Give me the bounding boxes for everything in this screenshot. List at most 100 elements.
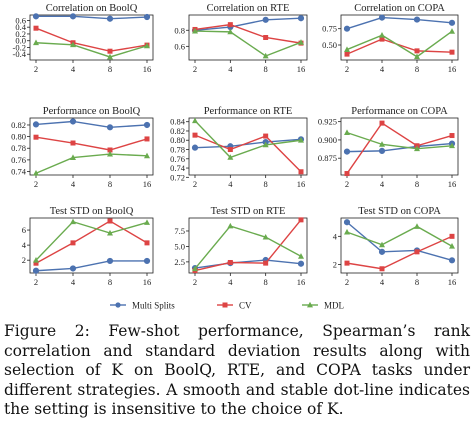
test-std-on-boolq-mdl-line bbox=[35, 220, 148, 261]
test-std-on-copa-mdl-point bbox=[414, 223, 420, 229]
correlation-on-copa-xtick-label: 8 bbox=[415, 64, 419, 74]
correlation-on-rte-cv-point bbox=[263, 35, 269, 40]
legend-cv-marker bbox=[222, 302, 228, 308]
correlation-on-boolq-ytick-label: 0.4 bbox=[15, 22, 26, 32]
performance-on-boolq-xtick-label: 4 bbox=[71, 179, 76, 189]
performance-on-rte-mdl-point bbox=[192, 117, 198, 124]
test-std-on-rte-multi-splits-point bbox=[297, 260, 305, 267]
correlation-on-copa-multi-splits-point bbox=[413, 16, 421, 23]
figure-grid: Correlation on BoolQ-0.4-0.20.00.20.40.6… bbox=[11, 3, 459, 311]
test-std-on-copa-title: Test STD on COPA bbox=[358, 206, 441, 217]
correlation-on-boolq-multi-splits-point bbox=[106, 15, 114, 22]
test-std-on-copa-mdl-point bbox=[449, 243, 455, 249]
performance-on-boolq-cv-point bbox=[144, 136, 150, 142]
test-std-on-copa-xtick-label: 8 bbox=[415, 277, 419, 287]
test-std-on-copa-mdl-point bbox=[379, 241, 385, 248]
performance-on-rte-cv-point bbox=[227, 147, 233, 153]
performance-on-rte-title: Performance on RTE bbox=[204, 106, 293, 117]
legend-multi-splits-marker bbox=[115, 302, 121, 308]
correlation-on-rte-xtick-label: 16 bbox=[297, 64, 306, 74]
performance-on-boolq-mdl-point bbox=[33, 170, 39, 176]
performance-on-copa-cv-point bbox=[449, 133, 455, 139]
performance-on-boolq-cv-point bbox=[70, 140, 76, 146]
correlation-on-rte-mdl-line bbox=[194, 30, 302, 57]
correlation-on-boolq-ytick-label: 0.0 bbox=[15, 36, 26, 46]
test-std-on-boolq-cv-point bbox=[107, 218, 113, 224]
performance-on-boolq-multi-splits-point bbox=[106, 124, 114, 131]
test-std-on-boolq-mdl-point bbox=[33, 256, 39, 263]
performance-on-rte-ytick-label: 0.72 bbox=[170, 172, 185, 182]
correlation-on-boolq-mdl-point bbox=[107, 53, 113, 60]
correlation-on-copa-ytick-label: 0.50 bbox=[322, 40, 337, 50]
correlation-on-boolq-xtick-label: 8 bbox=[108, 64, 112, 74]
test-std-on-rte-cv-point bbox=[227, 259, 233, 265]
test-std-on-boolq-multi-splits-line bbox=[35, 260, 147, 272]
test-std-on-rte-mdl-point bbox=[262, 233, 269, 240]
performance-on-copa-title: Performance on COPA bbox=[351, 106, 448, 117]
correlation-on-copa-cv-line bbox=[346, 38, 453, 55]
performance-on-boolq-mdl-point bbox=[144, 152, 150, 159]
correlation-on-rte-mdl-point bbox=[227, 28, 234, 35]
test-std-on-rte-ytick-label: 7.5 bbox=[174, 226, 185, 236]
correlation-on-copa-mdl-point bbox=[449, 28, 455, 34]
performance-on-copa-xtick-label: 16 bbox=[448, 179, 457, 189]
performance-on-boolq-title: Performance on BoolQ bbox=[43, 106, 141, 117]
performance-on-rte-multi-splits-line bbox=[194, 138, 302, 149]
test-std-on-boolq-xtick-label: 2 bbox=[34, 277, 38, 287]
test-std-on-boolq-cv-point bbox=[33, 260, 39, 266]
correlation-on-rte-ytick-label: 0.8 bbox=[174, 25, 185, 35]
correlation-on-copa-mdl-point bbox=[379, 32, 385, 38]
correlation-on-boolq-multi-splits-point bbox=[69, 13, 77, 20]
performance-on-boolq-xtick-label: 8 bbox=[108, 179, 112, 189]
performance-on-copa-axes-frame bbox=[340, 117, 459, 176]
correlation-on-boolq-axes-frame bbox=[29, 14, 154, 61]
test-std-on-boolq-cv-point bbox=[70, 240, 76, 246]
correlation-on-copa-xtick-label: 2 bbox=[345, 64, 349, 74]
correlation-on-boolq-mdl-point bbox=[144, 42, 150, 49]
correlation-on-rte-xtick-label: 2 bbox=[193, 64, 197, 74]
performance-on-copa-multi-splits-point bbox=[378, 147, 386, 154]
performance-on-rte-ytick-label: 0.84 bbox=[170, 117, 186, 127]
test-std-on-rte-xtick-label: 4 bbox=[228, 277, 233, 287]
correlation-on-rte-title: Correlation on RTE bbox=[207, 3, 290, 14]
correlation-on-copa-ytick-label: 0.75 bbox=[322, 24, 337, 34]
test-std-on-boolq-multi-splits-point bbox=[69, 265, 77, 272]
legend-cv-label: CV bbox=[239, 301, 252, 311]
performance-on-copa-mdl-point bbox=[344, 129, 350, 136]
test-std-on-boolq-multi-splits-point bbox=[143, 257, 151, 265]
performance-on-boolq-xtick-label: 16 bbox=[143, 179, 152, 189]
test-std-on-copa-xtick-label: 4 bbox=[380, 277, 385, 287]
performance-on-rte-cv-point bbox=[263, 133, 269, 139]
performance-on-rte-xtick-label: 4 bbox=[228, 179, 233, 189]
performance-on-boolq-multi-splits-point bbox=[69, 118, 77, 125]
correlation-on-rte-mdl-point bbox=[192, 27, 198, 34]
test-std-on-boolq-mdl-point bbox=[70, 218, 76, 225]
test-std-on-rte-cv-line bbox=[194, 219, 302, 272]
test-std-on-copa-multi-splits-point bbox=[448, 257, 456, 264]
performance-on-boolq-axes-frame bbox=[29, 117, 154, 176]
correlation-on-boolq-multi-splits-point bbox=[32, 13, 40, 20]
correlation-on-copa-cv-point bbox=[449, 49, 455, 55]
correlation-on-copa-mdl-point bbox=[344, 46, 350, 52]
test-std-on-copa-ytick-label: 4 bbox=[333, 231, 338, 241]
performance-on-copa-ytick-label: 0.925 bbox=[318, 117, 337, 127]
performance-on-boolq-mdl-point bbox=[107, 150, 113, 157]
correlation-on-rte-cv-line bbox=[194, 23, 302, 44]
test-std-on-copa-axes-frame bbox=[340, 217, 459, 274]
correlation-on-copa-multi-splits-point bbox=[448, 19, 456, 26]
correlation-on-rte-multi-splits-point bbox=[262, 16, 269, 23]
test-std-on-copa-cv-line bbox=[346, 235, 453, 270]
performance-on-rte-ytick-label: 0.80 bbox=[170, 135, 185, 145]
performance-on-boolq-ytick-label: 0.80 bbox=[11, 132, 26, 142]
test-std-on-copa-multi-splits-point bbox=[378, 248, 386, 255]
test-std-on-copa-cv-point bbox=[414, 249, 420, 255]
performance-on-rte-ytick-label: 0.78 bbox=[170, 145, 185, 155]
performance-on-rte-cv-point bbox=[298, 169, 304, 175]
correlation-on-boolq-cv-point bbox=[33, 25, 39, 31]
performance-on-copa-xtick-label: 4 bbox=[380, 179, 385, 189]
test-std-on-rte-multi-splits-line bbox=[194, 259, 302, 269]
test-std-on-copa-xtick-label: 2 bbox=[345, 277, 349, 287]
test-std-on-rte-mdl-line bbox=[194, 225, 302, 270]
performance-on-copa-cv-line bbox=[346, 122, 453, 174]
correlation-on-boolq-xtick-label: 4 bbox=[71, 64, 76, 74]
